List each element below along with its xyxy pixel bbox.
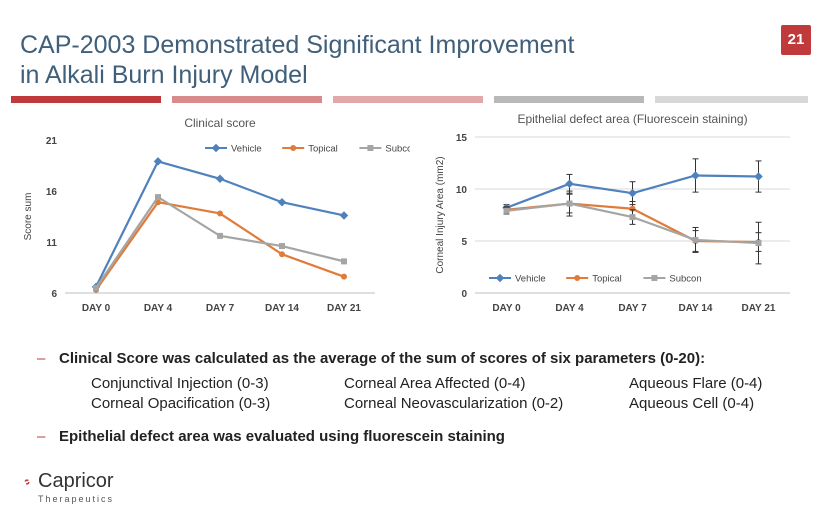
data-point xyxy=(279,243,285,250)
y-tick-label: 5 xyxy=(461,237,467,248)
y-tick-label: 10 xyxy=(456,185,468,196)
x-tick-label: DAY 21 xyxy=(327,303,361,314)
bullet-epithelial: – Epithelial defect area was evaluated u… xyxy=(37,428,817,445)
y-tick-label: 15 xyxy=(456,133,468,144)
data-point xyxy=(495,273,505,283)
parameter-item: Conjunctival Injection (0-3) xyxy=(91,375,269,392)
logo-ring xyxy=(24,479,30,485)
data-point xyxy=(211,143,221,153)
y-tick-label: 16 xyxy=(46,187,58,198)
data-point xyxy=(341,258,347,265)
data-point xyxy=(754,172,763,181)
data-point xyxy=(277,197,287,207)
data-point xyxy=(279,251,285,258)
logo-name: Capricor xyxy=(38,470,114,492)
parameter-item: Corneal Neovascularization (0-2) xyxy=(344,395,564,412)
bullet-clinical-score-text: Clinical Score was calculated as the ave… xyxy=(59,350,706,367)
x-tick-label: DAY 4 xyxy=(144,303,173,314)
parameter-item: Aqueous Cell (0-4) xyxy=(629,395,755,412)
data-point xyxy=(153,157,163,166)
bullet-epithelial-text: Epithelial defect area was evaluated usi… xyxy=(59,428,505,445)
chart-title: Epithelial defect area (Fluorescein stai… xyxy=(517,112,747,126)
x-tick-label: DAY 21 xyxy=(742,303,776,314)
data-point xyxy=(155,194,161,201)
data-point xyxy=(341,273,347,280)
data-point xyxy=(93,284,99,291)
parameter-item: Corneal Opacification (0-3) xyxy=(91,395,271,412)
parameter-list: Conjunctival Injection (0-3) Corneal Are… xyxy=(37,375,817,412)
data-point xyxy=(691,171,700,180)
x-tick-label: DAY 7 xyxy=(206,303,235,314)
legend-label: Topical xyxy=(308,144,338,155)
clinical-score-chart: Clinical score 6 11 16 21 DAY 0 DAY 4 DAY 7 DAY … xyxy=(23,116,410,314)
x-tick-label: DAY 14 xyxy=(265,303,299,314)
parameter-item: Aqueous Flare (0-4) xyxy=(629,375,763,392)
capricor-logo-icon xyxy=(24,479,30,485)
bullet-dash: – xyxy=(37,350,46,367)
bullet-section: – Clinical Score was calculated as the a… xyxy=(37,350,817,453)
x-tick-label: DAY 0 xyxy=(82,303,111,314)
parameter-item: Corneal Area Affected (0-4) xyxy=(344,375,526,392)
x-tick-label: DAY 0 xyxy=(492,303,521,314)
x-tick-label: DAY 7 xyxy=(618,303,647,314)
logo-ring xyxy=(25,480,29,484)
data-point xyxy=(367,145,374,151)
data-point xyxy=(215,174,225,184)
divider-bar-5 xyxy=(655,96,808,103)
legend-label: Vehicle xyxy=(515,274,546,285)
divider-bar-1 xyxy=(11,96,161,103)
logo-ring xyxy=(25,480,29,484)
y-axis-label: Corneal Injury Area (mm2) xyxy=(435,156,446,273)
data-point xyxy=(217,210,223,217)
data-point xyxy=(565,179,574,189)
data-point xyxy=(290,145,297,151)
data-point xyxy=(566,200,573,207)
page-number-badge: 21 xyxy=(781,25,811,55)
title-line-2: in Alkali Burn Injury Model xyxy=(20,61,308,89)
y-tick-label: 21 xyxy=(46,136,58,147)
bullet-clinical-score: – Clinical Score was calculated as the a… xyxy=(37,350,817,367)
data-point xyxy=(574,275,581,281)
y-tick-label: 0 xyxy=(461,289,467,300)
bullet-dash: – xyxy=(37,428,46,445)
legend-label: Topical xyxy=(592,274,622,285)
data-point xyxy=(503,207,510,214)
epithelial-defect-chart: Epithelial defect area (Fluorescein stai… xyxy=(435,112,790,314)
title-line-1: CAP-2003 Demonstrated Significant Improv… xyxy=(20,31,575,59)
legend-label: Vehicle xyxy=(231,144,262,155)
legend-label: Subcon xyxy=(669,274,701,285)
data-point xyxy=(217,232,223,239)
slide-title: CAP-2003 Demonstrated Significant Improv… xyxy=(20,30,700,90)
data-point xyxy=(628,188,637,198)
divider-bar-3 xyxy=(333,96,483,103)
y-axis-label: Score sum xyxy=(23,193,34,241)
data-point xyxy=(629,214,636,221)
x-tick-label: DAY 4 xyxy=(555,303,584,314)
divider-bar-4 xyxy=(494,96,644,103)
logo-subtitle: Therapeutics xyxy=(38,494,115,504)
data-point xyxy=(339,211,349,220)
chart-title: Clinical score xyxy=(184,116,256,130)
divider-bar-2 xyxy=(172,96,322,103)
logo-ring xyxy=(24,479,30,485)
data-point xyxy=(651,275,658,281)
legend-label: Subcon. xyxy=(385,144,410,155)
y-tick-label: 6 xyxy=(51,289,57,300)
data-point xyxy=(755,240,762,247)
y-tick-label: 11 xyxy=(46,238,57,249)
data-point xyxy=(692,236,699,243)
x-tick-label: DAY 14 xyxy=(679,303,713,314)
